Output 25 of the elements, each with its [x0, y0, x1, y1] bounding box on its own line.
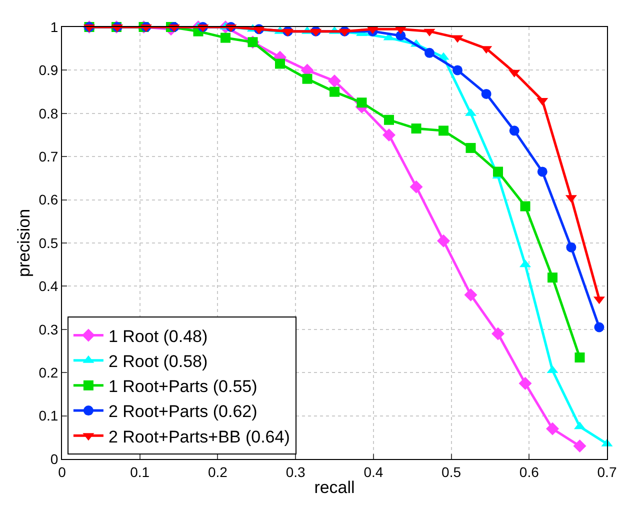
x-tick-label: 0.6 [519, 464, 540, 480]
x-tick-label: 0.7 [597, 464, 617, 480]
y-tick-label: 0.3 [38, 321, 58, 338]
y-tick-label: 0.4 [38, 278, 58, 294]
x-tick-label: 0.1 [130, 464, 150, 480]
y-tick-label: 0.7 [38, 148, 58, 164]
y-tick-label: 0 [50, 450, 58, 467]
legend-label: 2 Root+Parts+BB (0.64) [108, 427, 290, 446]
x-axis-title: recall [314, 478, 355, 498]
y-axis-title: precision [14, 208, 34, 278]
legend-label: 2 Root (0.58) [108, 352, 208, 371]
x-tick-label: 0.5 [442, 464, 462, 480]
x-tick-label: 0.4 [364, 464, 384, 480]
legend-label: 2 Root+Parts (0.62) [108, 402, 258, 422]
y-tick-label: 0.6 [38, 192, 58, 208]
y-tick-label: 0.8 [38, 105, 58, 122]
y-tick-label: 1 [50, 18, 58, 35]
y-tick-label: 0.2 [38, 364, 58, 380]
y-tick-label: 0.1 [38, 408, 58, 424]
y-tick-label: 0.9 [38, 62, 58, 78]
y-tick-label: 0.5 [38, 234, 58, 251]
x-tick-label: 0.2 [208, 464, 228, 480]
x-tick-label: 0.3 [286, 464, 306, 480]
legend-label: 1 Root (0.48) [108, 326, 208, 346]
legend-label: 1 Root+Parts (0.55) [108, 377, 258, 396]
